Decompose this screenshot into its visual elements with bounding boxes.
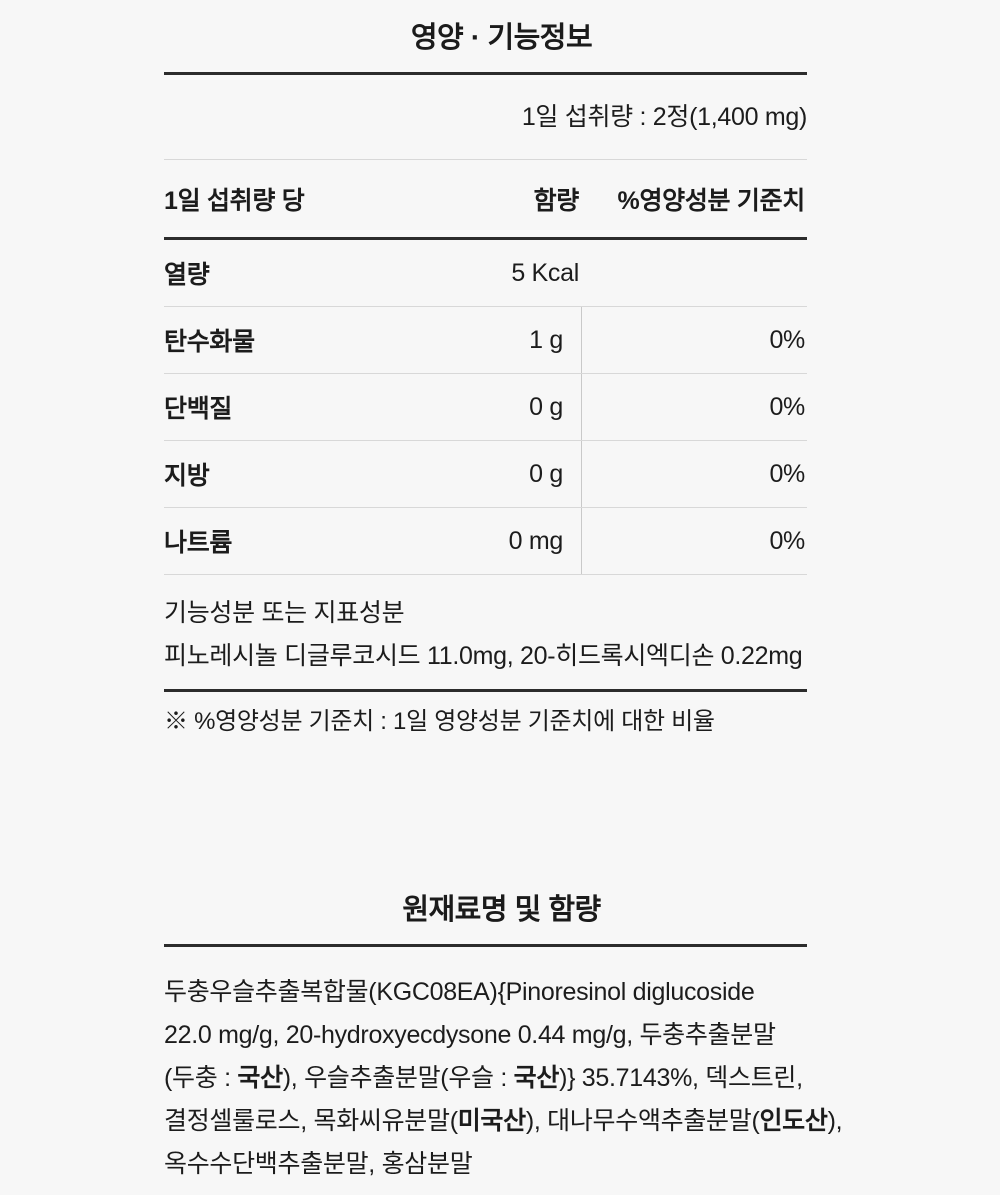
ingredients-section-title: 원재료명 및 함량 bbox=[402, 894, 601, 926]
nutrient-label: 열량 bbox=[164, 261, 210, 289]
nutrition-section-title: 영양 · 기능정보 bbox=[410, 22, 593, 54]
functional-ingredients-block: 기능성분 또는 지표성분 피노레시놀 디글루코시드 11.0mg, 20-히드록… bbox=[164, 575, 807, 678]
table-row-calories: 열량 5 Kcal bbox=[164, 240, 807, 307]
ingredients-title-rule bbox=[164, 944, 807, 947]
origin-domestic: 국산 bbox=[513, 1064, 560, 1092]
ingredient-line: 두충우슬추출복합물(KGC08EA){Pinoresinol diglucosi… bbox=[164, 978, 755, 1006]
nutrient-percent: 0% bbox=[581, 374, 807, 440]
table-row-fat: 지방 0 g 0% bbox=[164, 441, 807, 508]
header-amount: 함량 bbox=[533, 186, 580, 215]
origin-domestic: 국산 bbox=[237, 1064, 283, 1092]
nutrient-percent: 0% bbox=[581, 307, 807, 373]
nutrient-amount: 0 mg bbox=[508, 526, 564, 555]
nutrient-amount: 1 g bbox=[529, 325, 563, 354]
ingredient-line: (두충 : 국산), 우슬추출분말(우슬 : 국산)} 35.7143%, 덱스… bbox=[164, 1064, 803, 1092]
ingredient-line: 결정셀룰로스, 목화씨유분말(미국산), 대나무수액추출분말(인도산), bbox=[164, 1107, 843, 1135]
nutrient-label: 나트륨 bbox=[164, 529, 233, 557]
daily-value-footnote: ※ %영양성분 기준치 : 1일 영양성분 기준치에 대한 비율 bbox=[164, 708, 715, 735]
header-per-serving: 1일 섭취량 당 bbox=[164, 186, 305, 215]
nutrient-percent: 0% bbox=[581, 441, 807, 507]
nutrition-table: 1일 섭취량 당 함량 %영양성분 기준치 열량 5 Kcal 탄수화물 1 g… bbox=[164, 159, 807, 575]
table-row-sodium: 나트륨 0 mg 0% bbox=[164, 508, 807, 575]
table-row-protein: 단백질 0 g 0% bbox=[164, 374, 807, 441]
nutrient-label: 탄수화물 bbox=[164, 328, 255, 356]
nutrient-label: 지방 bbox=[164, 462, 210, 490]
nutrient-label: 단백질 bbox=[164, 395, 233, 423]
serving-info: 1일 섭취량 : 2정(1,400 mg) bbox=[521, 103, 807, 131]
ingredient-line: 22.0 mg/g, 20-hydroxyecdysone 0.44 mg/g,… bbox=[164, 1021, 776, 1049]
title-rule bbox=[164, 72, 807, 75]
nutrient-percent bbox=[581, 240, 807, 306]
nutrient-amount: 0 g bbox=[529, 392, 563, 421]
table-header-row: 1일 섭취량 당 함량 %영양성분 기준치 bbox=[164, 160, 807, 240]
origin-india: 인도산 bbox=[759, 1107, 828, 1135]
section-bottom-rule bbox=[164, 689, 807, 692]
nutrient-percent: 0% bbox=[581, 508, 807, 574]
header-daily-value-pct: %영양성분 기준치 bbox=[617, 186, 806, 215]
origin-usa: 미국산 bbox=[457, 1107, 526, 1135]
ingredient-line: 옥수수단백추출분말, 홍삼분말 bbox=[164, 1150, 473, 1178]
functional-ingredients-value: 피노레시놀 디글루코시드 11.0mg, 20-히드록시엑디손 0.22mg bbox=[164, 642, 803, 670]
functional-ingredients-label: 기능성분 또는 지표성분 bbox=[164, 599, 405, 627]
nutrient-amount: 0 g bbox=[529, 459, 563, 488]
table-row-carbohydrate: 탄수화물 1 g 0% bbox=[164, 307, 807, 374]
ingredients-paragraph: 두충우슬추출복합물(KGC08EA){Pinoresinol diglucosi… bbox=[164, 971, 843, 1186]
nutrient-amount: 5 Kcal bbox=[511, 258, 579, 287]
content-column: 영양 · 기능정보 1일 섭취량 : 2정(1,400 mg) 1일 섭취량 당… bbox=[164, 0, 843, 1186]
